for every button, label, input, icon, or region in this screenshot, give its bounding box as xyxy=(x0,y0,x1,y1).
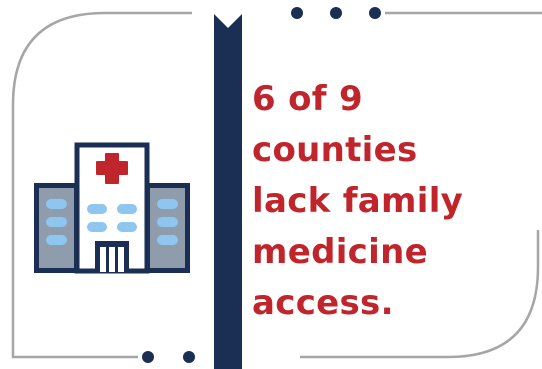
hospital-doors xyxy=(95,241,129,272)
stat-line-1: 6 of 9 xyxy=(252,74,532,125)
door-panel xyxy=(118,247,124,272)
window xyxy=(87,204,107,214)
left-wing xyxy=(37,186,77,271)
door-panel xyxy=(109,247,115,272)
bottom-dot-2 xyxy=(183,351,195,363)
top-dots xyxy=(291,7,381,19)
top-dot-3 xyxy=(369,7,381,19)
door-panel xyxy=(100,247,106,272)
window xyxy=(46,217,67,227)
window xyxy=(157,199,178,209)
right-wing xyxy=(148,186,188,271)
window xyxy=(157,235,178,245)
stat-line-2: counties xyxy=(252,125,532,176)
divider-bar xyxy=(214,14,242,369)
top-dot-1 xyxy=(291,7,303,19)
right-wing-windows xyxy=(157,199,178,245)
stat-headline: 6 of 9 counties lack family medicine acc… xyxy=(252,74,532,329)
window xyxy=(117,204,137,214)
window xyxy=(46,199,67,209)
window xyxy=(117,222,137,232)
window xyxy=(46,235,67,245)
stat-line-3: lack family xyxy=(252,176,532,227)
hospital-building-icon xyxy=(34,140,190,274)
window xyxy=(87,222,107,232)
bottom-dots xyxy=(142,351,195,363)
stat-line-5: access. xyxy=(252,278,532,329)
bottom-dot-1 xyxy=(142,351,154,363)
stat-line-4: medicine xyxy=(252,227,532,278)
left-wing-windows xyxy=(46,199,67,245)
top-dot-2 xyxy=(330,7,342,19)
window xyxy=(157,217,178,227)
